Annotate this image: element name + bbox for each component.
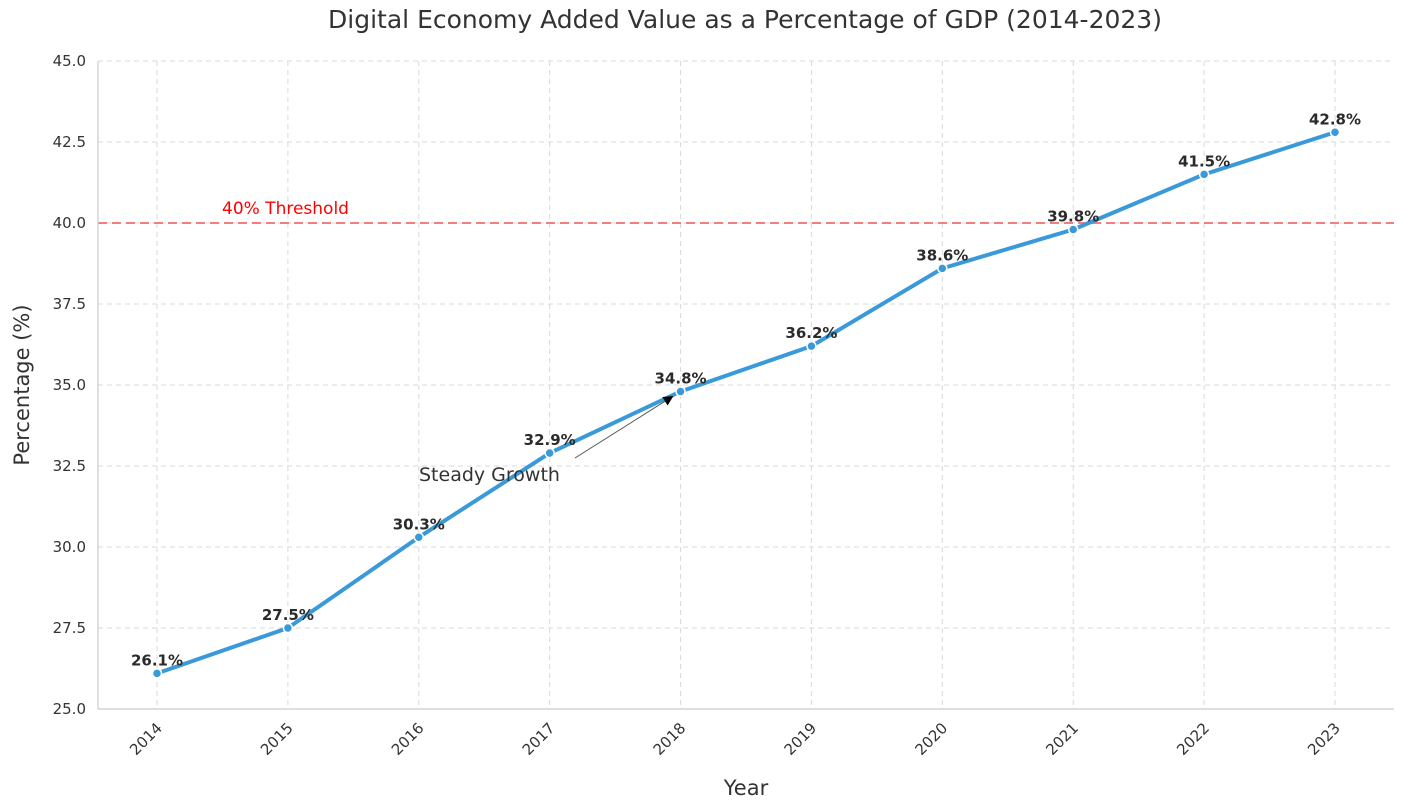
data-point [675, 386, 686, 397]
y-tick-label: 45.0 [53, 52, 86, 70]
data-labels: 26.1% 27.5% 30.3% 32.9% 34.8% 36.2% 38.6% 39.8%… [131, 110, 1361, 669]
y-tick-label: 37.5 [53, 295, 86, 313]
y-tick-label: 27.5 [53, 619, 86, 637]
data-point [937, 263, 948, 274]
x-tick-label: 2016 [388, 719, 428, 759]
data-label: 30.3% [393, 515, 445, 533]
threshold-label: 40% Threshold [222, 199, 349, 219]
y-tick-label: 30.0 [53, 538, 86, 556]
grid [98, 60, 1394, 710]
data-label: 36.2% [785, 324, 837, 342]
x-tick-label: 2023 [1304, 719, 1344, 759]
data-point [1329, 127, 1341, 138]
x-tick-label: 2014 [126, 719, 166, 759]
x-tick-label: 2015 [257, 719, 297, 759]
data-label: 32.9% [524, 431, 576, 449]
data-label: 34.8% [655, 369, 707, 387]
x-tick-label: 2017 [519, 719, 559, 759]
data-point [282, 622, 294, 634]
y-tick-label: 32.5 [53, 457, 86, 475]
data-label: 39.8% [1047, 207, 1099, 225]
data-point [151, 668, 163, 679]
y-tick-label: 40.0 [53, 214, 86, 232]
y-tick-label: 42.5 [53, 133, 86, 151]
data-point [413, 532, 425, 543]
reference-line-group: 40% Threshold [98, 199, 1394, 224]
annotation-group: Steady Growth [419, 395, 674, 486]
data-label: 27.5% [262, 606, 314, 624]
x-tick-label: 2019 [781, 719, 821, 759]
x-tick-label: 2021 [1042, 719, 1082, 759]
x-tick-label: 2022 [1173, 719, 1213, 759]
x-tick-label: 2020 [911, 719, 951, 759]
data-point [1198, 169, 1210, 180]
data-point [544, 447, 555, 459]
data-point [806, 340, 817, 352]
y-axis-title: Percentage (%) [10, 304, 34, 465]
x-axis-title: Year [723, 776, 769, 800]
series-group [151, 127, 1341, 679]
series-line [155, 130, 1337, 676]
x-tick-label: 2018 [650, 719, 690, 759]
annotation-text: Steady Growth [419, 464, 560, 486]
data-label: 41.5% [1178, 152, 1230, 170]
y-tick-label: 35.0 [53, 376, 86, 394]
data-label: 38.6% [916, 246, 968, 264]
annotation-arrow [574, 395, 674, 459]
data-label: 42.8% [1309, 110, 1361, 128]
data-label: 26.1% [131, 651, 183, 669]
data-point [1067, 224, 1079, 235]
chart-title: Digital Economy Added Value as a Percent… [328, 5, 1162, 34]
y-tick-label: 25.0 [53, 700, 86, 718]
